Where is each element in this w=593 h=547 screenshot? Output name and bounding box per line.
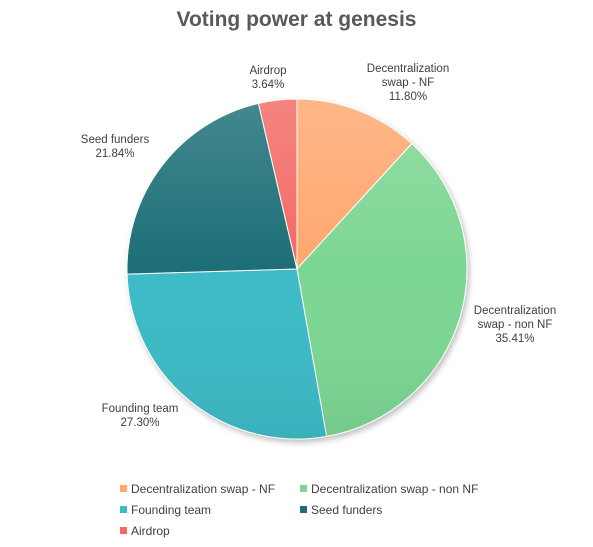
legend-swatch bbox=[300, 485, 307, 492]
slice-label: Decentralization swap - non NF 35.41% bbox=[474, 305, 556, 345]
legend-item-decentralization-swap-nf: Decentralization swap - NF bbox=[120, 482, 300, 496]
legend-label: Founding team bbox=[131, 502, 212, 517]
slice-label: Seed funders 21.84% bbox=[81, 134, 150, 160]
legend-swatch bbox=[120, 485, 127, 492]
legend-item-seed-funders: Seed funders bbox=[300, 503, 382, 517]
slice-label: Decentralization swap - NF 11.80% bbox=[367, 63, 449, 103]
legend-label: Decentralization swap - NF bbox=[131, 481, 276, 496]
legend-swatch bbox=[120, 506, 127, 513]
legend-label: Decentralization swap - non NF bbox=[311, 481, 479, 496]
legend-item-founding-team: Founding team bbox=[120, 503, 300, 517]
slice-label: Airdrop 3.64% bbox=[249, 65, 286, 91]
legend-item-airdrop: Airdrop bbox=[120, 524, 300, 538]
legend: Decentralization swap - NF Decentralizat… bbox=[120, 478, 540, 541]
legend-swatch bbox=[120, 527, 127, 534]
legend-item-decentralization-swap-non-nf: Decentralization swap - non NF bbox=[300, 482, 478, 496]
legend-swatch bbox=[300, 506, 307, 513]
legend-label: Airdrop bbox=[131, 523, 170, 538]
legend-label: Seed funders bbox=[311, 502, 383, 517]
slice-label: Founding team 27.30% bbox=[102, 403, 179, 429]
chart-title: Voting power at genesis bbox=[176, 8, 417, 31]
